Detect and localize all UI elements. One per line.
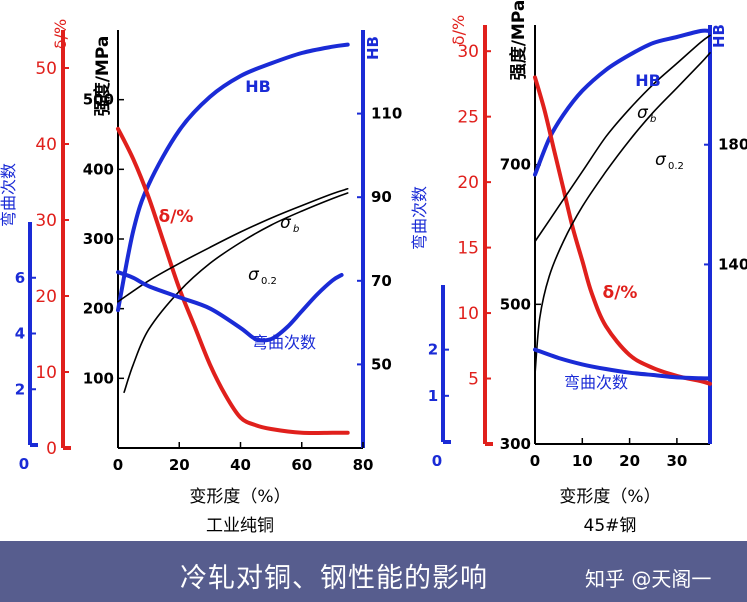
chart2-series-5-line (533, 347, 712, 381)
chart2-series-2-line (533, 75, 712, 386)
chart2-label-sigma-b-sub: b (650, 114, 656, 125)
chart2-x-tick-label: 30 (666, 452, 687, 470)
chart1-series-2-line (116, 126, 350, 436)
chart2-strength-axis-title: 强度/MPa (508, 0, 529, 80)
chart1-x-tick-label: 40 (230, 456, 251, 474)
chart1-bends-axis-title: 弯曲次数 (0, 163, 18, 227)
chart1-x-tick-label: 0 (113, 456, 123, 474)
caption-banner (0, 541, 747, 602)
chart2-bends-tick-label: 2 (428, 341, 438, 359)
chart2-hb-axis-title: HB (710, 24, 728, 48)
chart1-hb-tick-label: 110 (371, 105, 402, 123)
chart2-label-sigma-02-sub: 0.2 (668, 161, 684, 172)
chart2-delta-axis-title: δ/% (449, 15, 468, 45)
chart1-strength-tick-label: 300 (83, 230, 114, 248)
chart1-delta-axis-title: δ/% (51, 19, 70, 49)
chart1-strength-tick-label: 200 (83, 300, 114, 318)
watermark-text: 知乎 @天阁一 (585, 567, 712, 591)
chart2-x-tick-label: 0 (530, 452, 540, 470)
chart1-series-1-line (116, 42, 350, 313)
chart1-x-tick-label: 20 (169, 456, 190, 474)
chart1-bends-tick-label: 6 (15, 269, 25, 287)
chart1-strength-tick-label: 500 (83, 91, 114, 109)
chart2-delta-tick-label: 15 (457, 239, 479, 259)
chart2-strength-tick-label: 700 (500, 156, 531, 174)
chart1-delta-tick-label: 50 (35, 59, 57, 79)
chart1-hb-axis-title: HB (364, 36, 382, 60)
chart2-label-sigma-b: σ (637, 103, 649, 123)
chart1-x-tick-label: 60 (291, 456, 312, 474)
chart1-label-hb: HB (245, 77, 271, 96)
chart1-x-tick-label: 80 (353, 456, 374, 474)
chart2-label-bends: 弯曲次数 (564, 373, 628, 392)
chart2-series-3-line (534, 34, 711, 243)
chart2-delta-tick-label: 25 (457, 108, 479, 128)
chart1-delta-tick-label: 30 (35, 211, 57, 231)
chart1-delta-tick-label: 0 (46, 439, 57, 459)
chart1-hb-tick-label: 70 (371, 272, 392, 290)
charts-svg: 0 20 40 60 801002003004005005070901100102030… (0, 0, 747, 536)
chart2-x-tick-label: 20 (619, 452, 640, 470)
chart2-subtitle: 45#钢 (584, 516, 637, 536)
chart2-label-delta: δ/% (603, 283, 638, 303)
chart2-hb-tick-label: 140 (718, 255, 747, 273)
chart1-label-bends: 弯曲次数 (252, 333, 316, 352)
chart1-x-axis-title: 变形度（%） (189, 487, 290, 507)
chart2-bends-axis-title: 弯曲次数 (410, 186, 429, 250)
chart1-label-sigma-b: σ (280, 213, 292, 233)
chart2-delta-tick-label: 30 (457, 42, 479, 62)
chart2-delta-tick-label: 10 (457, 304, 479, 324)
chart1-hb-tick-label: 90 (371, 188, 392, 206)
chart1-label-sigma-b-sub: b (293, 224, 299, 235)
chart1-delta-tick-label: 10 (35, 363, 57, 383)
chart1-label-delta: δ/% (159, 207, 194, 227)
chart1-strength-tick-label: 100 (83, 369, 114, 387)
chart2-hb-tick-label: 180 (718, 136, 747, 154)
chart1-subtitle: 工业纯铜 (206, 516, 274, 536)
chart1-series-4-line (123, 192, 349, 394)
chart2-delta-tick-label: 20 (457, 173, 479, 193)
chart1-label-sigma-02: σ (248, 265, 260, 285)
chart2-x-tick-label: 10 (572, 452, 593, 470)
chart2-bends-tick-label: 1 (428, 387, 438, 405)
chart1-label-sigma-02-sub: 0.2 (261, 276, 277, 287)
chart2-label-sigma-02: σ (655, 150, 667, 170)
chart1-strength-axis-title: 强度/MPa (92, 36, 113, 117)
caption-title: 冷轧对铜、钢性能的影响 (180, 563, 488, 594)
chart2-bends-tick-label: 0 (432, 452, 442, 470)
chart2-series-4-line (534, 52, 711, 375)
chart2-x-axis-title: 变形度（%） (559, 487, 660, 507)
chart1-series-5-line (116, 270, 344, 343)
chart1-bends-tick-label: 0 (19, 455, 29, 473)
chart2-label-hb: HB (635, 71, 661, 90)
chart2-strength-tick-label: 300 (500, 435, 531, 453)
chart1-hb-tick-label: 50 (371, 355, 392, 373)
chart1-series-3-line (117, 188, 349, 303)
chart1-bends-tick-label: 2 (15, 380, 25, 398)
chart1-delta-tick-label: 20 (35, 287, 57, 307)
chart2-strength-tick-label: 500 (500, 295, 531, 313)
chart1-bends-tick-label: 4 (15, 325, 25, 343)
chart1-delta-tick-label: 40 (35, 135, 57, 155)
chart2-series-1-line (533, 28, 712, 177)
chart1-strength-tick-label: 400 (83, 160, 114, 178)
chart2-delta-tick-label: 5 (468, 370, 479, 390)
